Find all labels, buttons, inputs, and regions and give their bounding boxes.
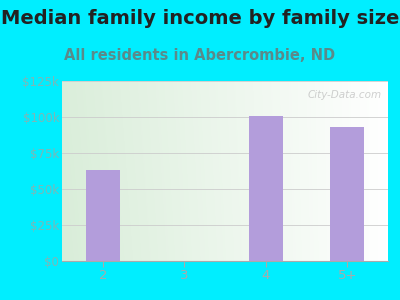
- Text: City-Data.com: City-Data.com: [307, 90, 382, 100]
- Bar: [330, 127, 364, 261]
- Text: All residents in Abercrombie, ND: All residents in Abercrombie, ND: [64, 48, 336, 63]
- Bar: [86, 170, 120, 261]
- Bar: [249, 116, 283, 261]
- Text: Median family income by family size: Median family income by family size: [1, 9, 399, 28]
